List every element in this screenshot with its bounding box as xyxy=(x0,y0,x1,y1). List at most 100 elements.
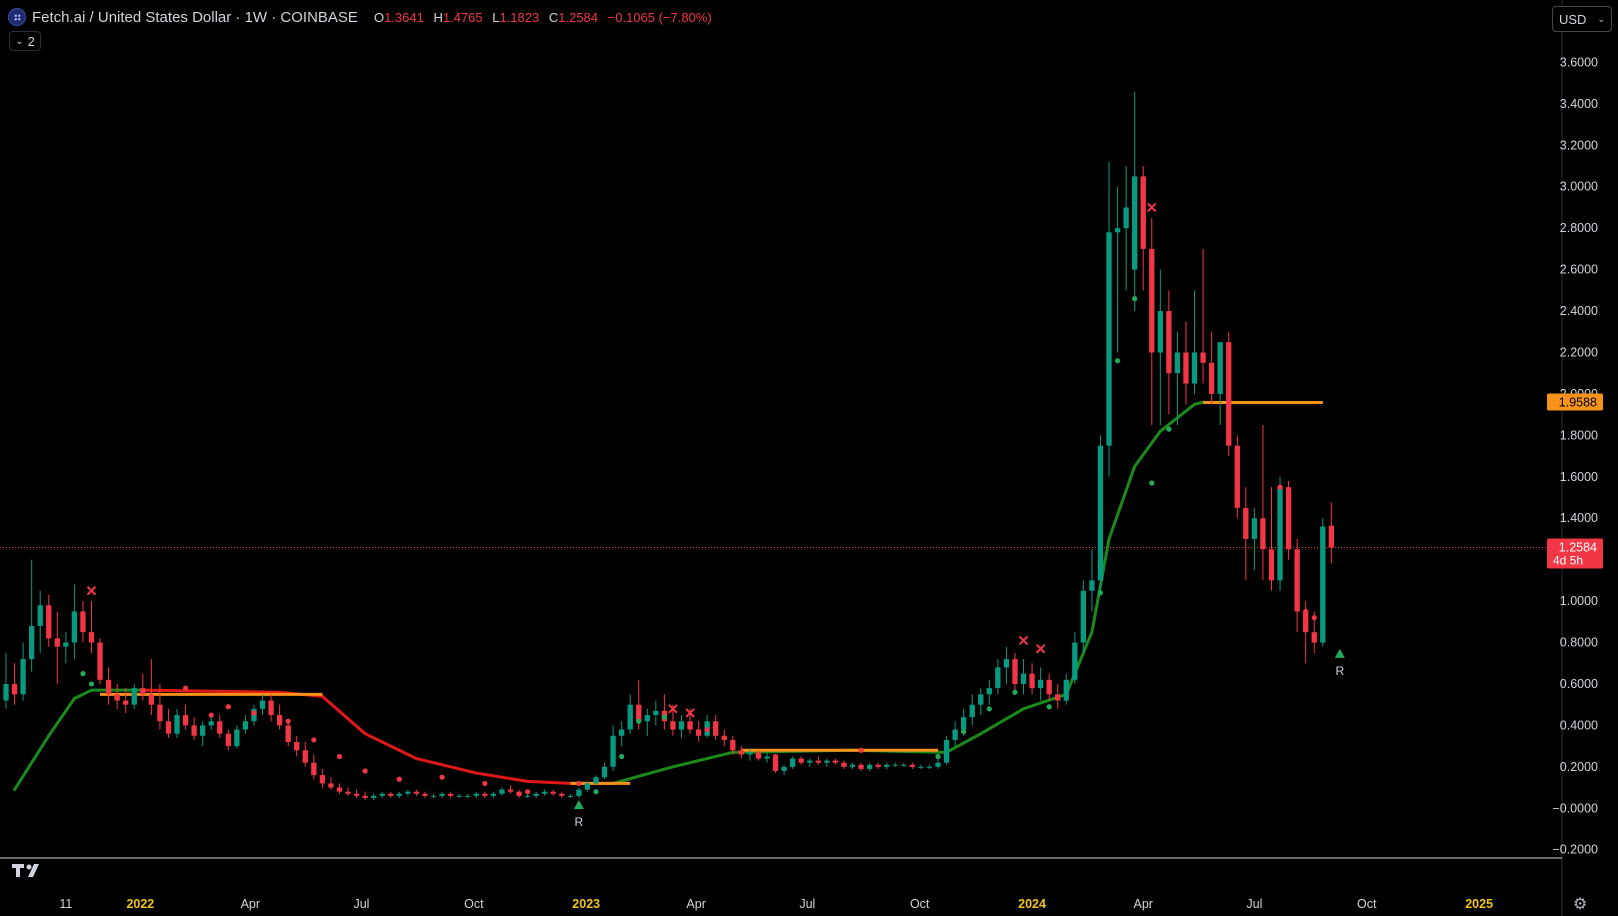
price-tick-label: 1.6000 xyxy=(1560,470,1598,484)
candle-body xyxy=(200,725,206,736)
candle-body xyxy=(88,632,95,643)
signal-dot xyxy=(225,704,231,710)
candle-body xyxy=(353,793,360,796)
time-tick-label: Jul xyxy=(353,897,369,911)
candle-body xyxy=(507,789,514,792)
candle-body xyxy=(1311,632,1317,643)
candle-body xyxy=(721,735,727,740)
candle-body xyxy=(422,793,428,796)
time-axis[interactable]: 11 2022 Apr Jul Oct 2023 Apr Jul Oct 2024 Apr Jul Oc… xyxy=(59,897,1493,911)
signal-dot xyxy=(1149,480,1155,486)
candle-body xyxy=(328,783,334,788)
indicators-count: 2 xyxy=(27,33,35,49)
candle-body xyxy=(1285,487,1292,550)
candle-body xyxy=(516,791,522,796)
candle-body xyxy=(636,704,642,722)
candle-body xyxy=(567,795,573,797)
candle-body xyxy=(1183,352,1189,384)
signal-dot xyxy=(1303,608,1309,615)
candle-body xyxy=(1260,518,1266,550)
candle-body xyxy=(1234,445,1240,508)
candle-body xyxy=(1200,352,1206,363)
candle-body xyxy=(695,729,702,736)
candle-body xyxy=(926,766,933,768)
candle-body xyxy=(131,688,137,705)
candle-body xyxy=(764,756,770,759)
candle-body xyxy=(302,750,308,763)
candle-body xyxy=(465,795,471,797)
signal-dot xyxy=(336,753,343,760)
candle-body xyxy=(490,793,497,796)
candles xyxy=(3,91,1334,800)
trend-segment xyxy=(474,771,530,783)
candle-body xyxy=(208,721,214,726)
candle-body xyxy=(396,793,402,796)
candle-body xyxy=(1046,679,1052,695)
candle-body xyxy=(935,762,941,767)
candle-body xyxy=(884,764,890,767)
indicators-toggle-button[interactable]: ⌄ 2 xyxy=(9,31,41,51)
candle-body xyxy=(952,729,958,740)
candle-body xyxy=(653,710,659,716)
candle-body xyxy=(618,729,625,736)
sell-cross-marker xyxy=(1018,635,1029,646)
trend-segment xyxy=(1107,464,1137,541)
candle-body xyxy=(1012,659,1018,684)
signal-dot xyxy=(1243,511,1249,517)
time-tick-label: 2024 xyxy=(1018,897,1046,911)
signal-dot xyxy=(593,789,599,795)
candle-body xyxy=(46,605,52,639)
buy-triangle-marker xyxy=(1334,648,1345,658)
candle-body xyxy=(259,700,266,709)
price-axis[interactable]: 3.6000 3.4000 3.2000 3.0000 2.8000 2.6000 2.40… xyxy=(1552,55,1598,856)
signal-dot xyxy=(251,710,257,716)
price-tick-label: 0.8000 xyxy=(1560,636,1598,650)
price-tick-label: −0.2000 xyxy=(1552,843,1598,857)
candle-body xyxy=(294,741,300,751)
candle-body xyxy=(71,611,78,643)
sell-cross-marker xyxy=(668,704,678,714)
low-value: 1.1823 xyxy=(499,9,540,25)
price-tick-label: 3.4000 xyxy=(1560,97,1598,111)
candle-body xyxy=(3,683,9,701)
candle-body xyxy=(995,667,1001,689)
candle-body xyxy=(105,679,112,695)
signal-dot xyxy=(661,714,667,720)
candle-body xyxy=(866,764,873,769)
gear-icon[interactable]: ⚙ xyxy=(1573,896,1588,913)
price-tick-label: 2.6000 xyxy=(1560,263,1598,277)
candle-body xyxy=(276,715,283,726)
buy-triangle-marker xyxy=(573,800,584,810)
time-tick-label: Jul xyxy=(799,897,815,911)
trend-segment xyxy=(979,707,1026,736)
candle-body xyxy=(311,762,317,776)
candle-body xyxy=(790,758,796,767)
trend-segment xyxy=(141,688,282,694)
time-tick-label: 2023 xyxy=(572,897,600,911)
candle-body xyxy=(1063,679,1069,701)
candle-body xyxy=(165,721,172,734)
signal-dot xyxy=(730,743,736,749)
trend-segment xyxy=(526,779,572,785)
candle-body xyxy=(978,694,984,705)
signal-dot xyxy=(208,712,214,718)
price-tick-label: −0.0000 xyxy=(1552,801,1598,815)
signal-dot xyxy=(396,776,402,782)
symbol-title[interactable]: Fetch.ai / United States Dollar · 1W · C… xyxy=(32,8,358,26)
price-label-text: 1.2584 xyxy=(1559,541,1597,555)
currency-select[interactable]: USD ⌄ xyxy=(1552,6,1612,32)
price-label-box xyxy=(1547,393,1603,411)
candle-body xyxy=(1106,232,1112,446)
candle-body xyxy=(97,642,103,680)
candle-body xyxy=(1226,342,1232,446)
tradingview-logo-icon[interactable] xyxy=(12,860,46,884)
sell-cross-marker xyxy=(86,586,97,596)
marker-label: R xyxy=(1336,664,1345,678)
candle-body xyxy=(524,795,531,797)
candle-body xyxy=(1080,590,1087,643)
candle-body xyxy=(738,750,744,755)
candle-body xyxy=(37,605,43,626)
candle-body xyxy=(456,795,462,797)
signal-dot xyxy=(1166,426,1172,432)
